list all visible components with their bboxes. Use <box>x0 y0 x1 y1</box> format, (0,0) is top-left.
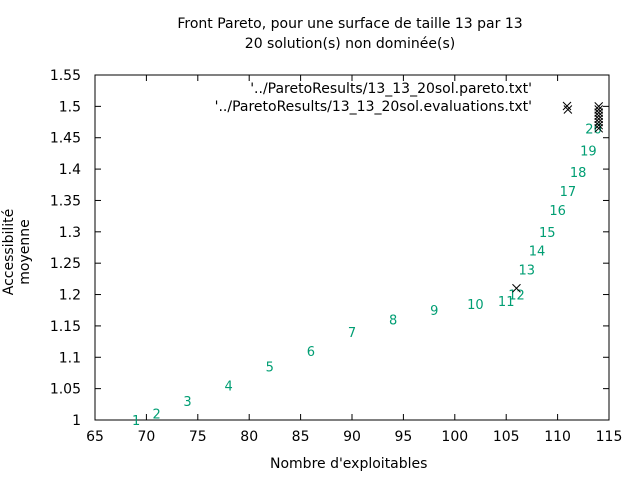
legend-marker-x <box>562 101 572 111</box>
y-tick-label: 1.1 <box>59 350 81 366</box>
pareto-point-label: 14 <box>529 245 546 260</box>
x-axis-label: Nombre d'exploitables <box>270 456 428 472</box>
evaluation-point-marker <box>563 105 573 114</box>
x-tick-label: 65 <box>86 429 104 445</box>
pareto-point-label: 16 <box>549 204 566 219</box>
y-tick-label: 1.3 <box>59 225 81 241</box>
evaluation-point-marker <box>594 120 604 130</box>
pareto-point-label: 18 <box>570 166 587 181</box>
pareto-point-label: 15 <box>539 226 556 241</box>
pareto-point-label: 5 <box>266 361 274 376</box>
x-tick-label: 105 <box>493 429 520 445</box>
evaluation-point-marker <box>594 123 604 133</box>
x-tick-label: 110 <box>544 429 571 445</box>
y-tick-label: 1.2 <box>59 288 81 304</box>
pareto-point-label: 19 <box>580 144 597 159</box>
pareto-point-label: 2 <box>153 408 161 423</box>
y-tick-label: 1.5 <box>59 99 81 115</box>
pareto-point-label: 12 <box>508 289 525 304</box>
chart-subtitle: 20 solution(s) non dominée(s) <box>244 36 456 52</box>
pareto-point-label: 11 <box>498 295 515 310</box>
pareto-point-label: 8 <box>389 314 397 329</box>
y-axis-label: Accessibilité moyenne <box>1 208 33 296</box>
x-tick-label: 95 <box>394 429 412 445</box>
x-tick-label: 80 <box>240 429 258 445</box>
x-tick-label: 115 <box>596 429 623 445</box>
pareto-point-label: 7 <box>348 326 356 341</box>
pareto-point-label: 3 <box>183 395 191 410</box>
chart-title: Front Pareto, pour une surface de taille… <box>177 16 523 32</box>
evaluation-point-marker <box>594 117 604 127</box>
y-tick-label: 1.25 <box>50 256 81 272</box>
evaluation-point-marker <box>594 111 604 121</box>
evaluation-point-marker <box>594 114 604 124</box>
y-tick-label: 1.55 <box>50 68 81 84</box>
y-tick-label: 1 <box>72 413 81 429</box>
y-tick-label: 1.05 <box>50 382 81 398</box>
x-tick-label: 90 <box>343 429 361 445</box>
y-tick-label: 1.35 <box>50 193 81 209</box>
legend-label: '../ParetoResults/13_13_20sol.evaluation… <box>215 99 532 115</box>
evaluation-point-marker <box>594 108 604 117</box>
evaluation-point-marker <box>594 102 604 111</box>
y-tick-label: 1.15 <box>50 319 81 335</box>
x-tick-label: 70 <box>137 429 155 445</box>
y-tick-label: 1.4 <box>59 162 81 178</box>
pareto-point-label: 10 <box>467 298 484 313</box>
pareto-point-label: 17 <box>560 185 577 200</box>
x-tick-label: 100 <box>441 429 468 445</box>
legend-label: '../ParetoResults/13_13_20sol.pareto.txt… <box>250 81 532 97</box>
x-tick-label: 75 <box>189 429 207 445</box>
pareto-point-label: 9 <box>430 304 438 319</box>
pareto-point-label: 4 <box>224 380 232 395</box>
y-tick-label: 1.45 <box>50 131 81 147</box>
pareto-point-label: 6 <box>307 345 315 360</box>
pareto-point-label: 13 <box>518 263 535 278</box>
evaluation-point-marker <box>512 283 521 293</box>
evaluation-point-marker <box>594 105 604 114</box>
x-tick-label: 85 <box>292 429 310 445</box>
pareto-point-label: 1 <box>132 414 140 429</box>
